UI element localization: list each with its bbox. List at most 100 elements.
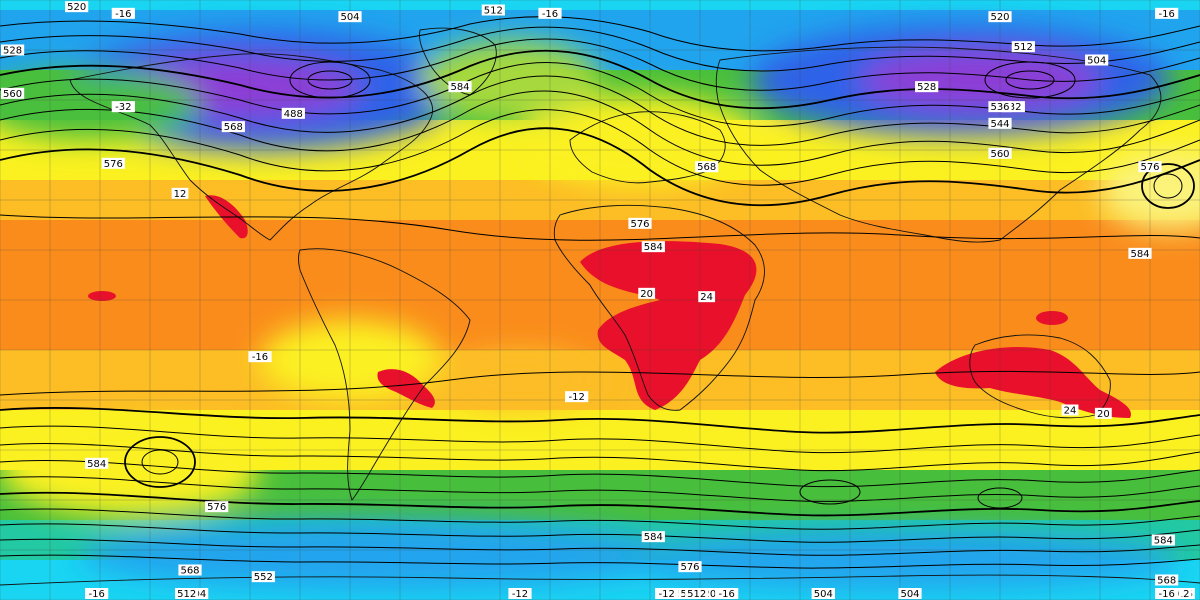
contour-label: 576 — [628, 217, 652, 230]
contour-576-south — [0, 407, 1200, 434]
contour-label-text: -12 — [512, 589, 528, 600]
contour-label: 568 — [695, 161, 719, 173]
contour-south-atlantic-eddy — [977, 487, 1023, 509]
contour-label-box — [915, 81, 939, 93]
coast-africa — [553, 204, 765, 411]
contour-label: 528 — [915, 81, 939, 93]
south-atlantic-light — [440, 350, 600, 410]
geopotential-contours — [0, 16, 1200, 569]
contour-label-text: 584 — [644, 532, 663, 543]
cold-pool-siberia-core — [860, 50, 1100, 110]
contour-544-north — [0, 62, 1200, 127]
contour-label-text: 512 — [1014, 42, 1033, 53]
contour-label: 536 — [988, 101, 1012, 113]
contour-label-text: 512 — [484, 6, 503, 17]
contour-label-box — [251, 571, 275, 583]
contour-label-text: 12 — [174, 189, 187, 200]
contour-label: 568 — [221, 121, 245, 133]
contour-label-box — [641, 241, 665, 253]
contour-label-text: 544 — [990, 119, 1009, 130]
contour-label-text: -16 — [718, 589, 734, 600]
contour-label-box — [1155, 574, 1179, 586]
contour-label-box — [628, 217, 652, 229]
contour-label-box — [85, 588, 109, 599]
contour-label-text: -32 — [1005, 102, 1021, 113]
contour-label-text: 488 — [284, 109, 303, 120]
contour-label: -16 — [715, 588, 739, 600]
contour-label-text: 504 — [1087, 56, 1106, 67]
contour-label-text: 576 — [207, 502, 226, 513]
contour-label: -16 — [538, 7, 562, 20]
contour-label: 576 — [678, 561, 702, 573]
contour-label-text: 528 — [3, 46, 22, 57]
contour-label: -32 — [111, 101, 135, 113]
contour-label-box — [565, 391, 589, 403]
contour-label-text: 504 — [814, 589, 833, 600]
contour-label: 584 — [641, 531, 665, 543]
contour-label: -12 — [565, 391, 589, 403]
contour-label-box — [1001, 101, 1025, 113]
contour-label: 504 — [898, 588, 922, 600]
contour-label-box — [111, 7, 135, 19]
contour-label-text: 560 — [990, 149, 1009, 160]
contour-584-tropic-south — [0, 370, 1200, 396]
contour-label-text: 584 — [644, 242, 663, 253]
contour-label: -16 — [85, 588, 109, 600]
contour-label-box — [508, 588, 532, 599]
contour-label: -12 — [508, 588, 532, 600]
contour-label-box — [1, 44, 25, 56]
contour-label: 560 — [1, 87, 25, 100]
coast-south-america — [298, 248, 471, 501]
contour-label-text: 560 — [3, 89, 22, 100]
contour-label-text: 568 — [224, 122, 243, 133]
contour-label-box — [1061, 404, 1079, 416]
contour-label-box — [1128, 247, 1152, 259]
contour-label-text: -16 — [88, 589, 104, 600]
contour-label: 568 — [1155, 574, 1179, 587]
contour-label-box — [1155, 7, 1179, 19]
contour-label-text: -16 — [115, 9, 131, 20]
contour-label-text: 512 — [177, 589, 196, 600]
contour-568-south — [0, 425, 1200, 454]
contour-label: 24 — [1061, 404, 1079, 417]
contour-label-box — [338, 11, 362, 23]
contour-label-text: 512 — [687, 589, 706, 600]
contour-label-text: 576 — [1140, 162, 1159, 173]
contour-high-south-pacific — [124, 436, 196, 488]
hot-core-central-pacific — [88, 291, 116, 301]
hot-core-south-america — [377, 369, 435, 408]
contour-560-north — [0, 90, 1200, 166]
contour-label-box — [1085, 54, 1109, 66]
contour-label-box — [205, 501, 229, 513]
contour-label: 20 — [638, 287, 656, 300]
contour-label-box — [1011, 41, 1035, 53]
contour-label-box — [111, 101, 135, 113]
contour-label: 552 — [251, 571, 275, 583]
contour-label-box — [685, 588, 709, 599]
contour-label: 488 — [281, 107, 305, 120]
contour-512-south — [0, 538, 1200, 556]
contour-label-text: 24 — [1064, 406, 1077, 417]
contour-label: 584 — [641, 241, 665, 253]
contour-label-text: -16 — [252, 352, 268, 363]
contour-label-box — [698, 291, 716, 303]
contour-label: 584 — [1151, 534, 1175, 547]
contour-label: 520 — [988, 11, 1012, 23]
contour-544-south — [0, 476, 1200, 502]
contour-label-box — [695, 161, 719, 173]
contour-label: 528 — [1, 44, 25, 57]
contour-label: 512 — [1011, 41, 1035, 53]
contour-label: 512 — [175, 588, 199, 600]
contour-label: 512 — [481, 4, 505, 17]
contour-label-text: 584 — [450, 82, 469, 93]
contour-label: 576 — [1138, 161, 1162, 173]
contour-label-text: 20 — [640, 289, 653, 300]
contour-label: 504 — [338, 11, 362, 23]
contour-552-north — [0, 75, 1200, 146]
contour-label: 544 — [988, 117, 1012, 130]
contour-label: -12 — [655, 588, 679, 600]
contour-label-text: 528 — [917, 82, 936, 93]
contour-label: 24 — [698, 291, 716, 303]
contour-label-box — [715, 588, 739, 599]
contour-552-south — [0, 460, 1200, 488]
